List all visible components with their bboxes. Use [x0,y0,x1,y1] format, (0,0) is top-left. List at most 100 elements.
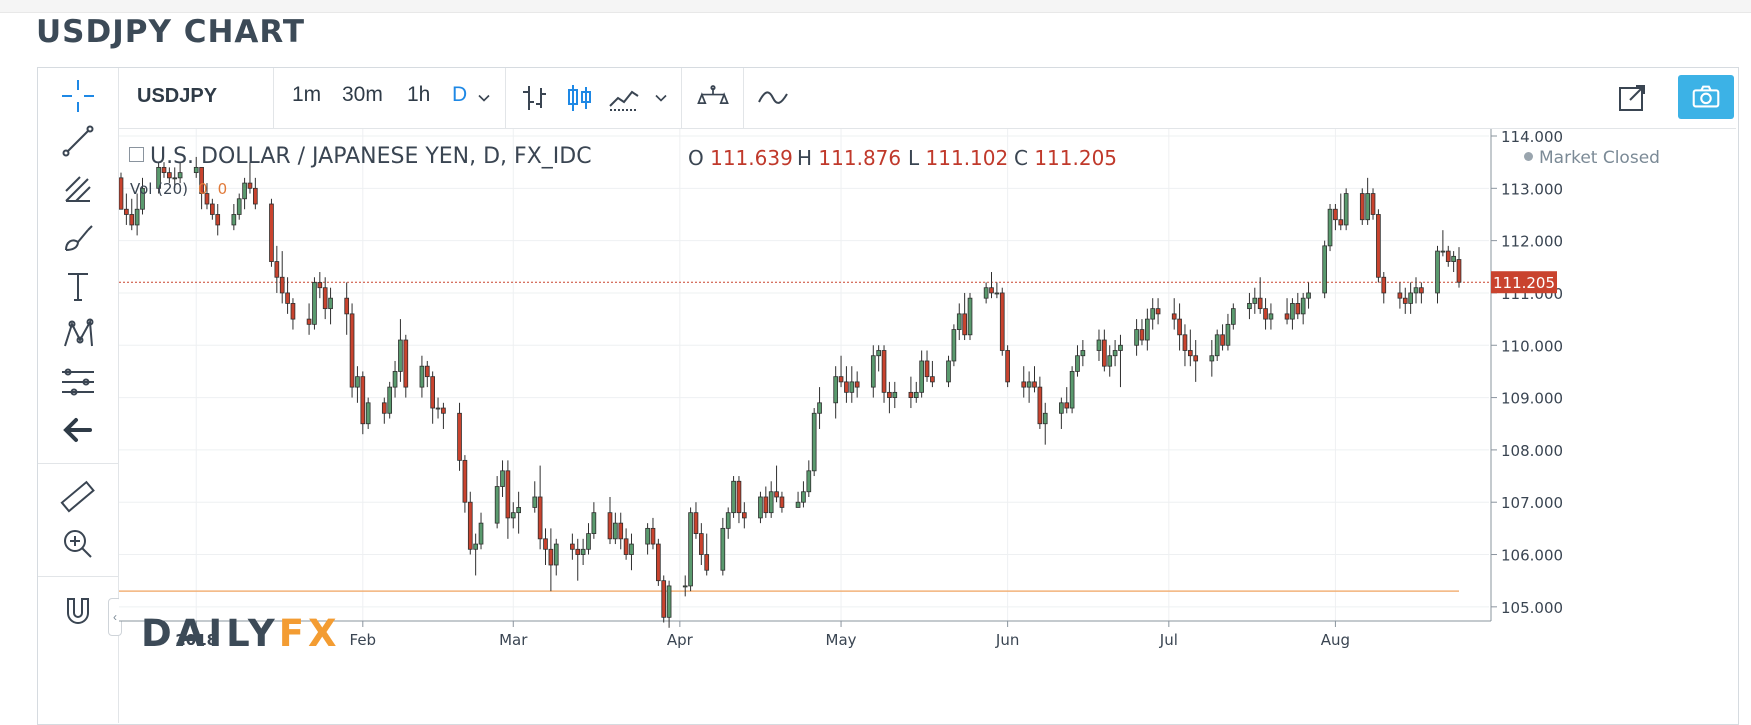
x-tick-label: Apr [667,631,694,649]
candle-body [913,391,919,398]
candle-body [774,491,779,498]
candle-body [575,548,581,555]
series-legend: U.S. DOLLAR / JAPANESE YEN, D, FX_IDC [129,144,592,169]
candle-body [876,350,881,357]
candle-body [548,548,554,566]
candle-body [231,214,237,226]
timeframe-1m[interactable]: 1m [292,83,322,106]
candle-body [795,501,801,508]
indicator-icon[interactable] [755,80,791,116]
candle-body [736,480,742,514]
candle-body [999,292,1005,351]
candlestick-chart[interactable]: 114.000113.000112.000111.000110.000109.0… [119,129,1736,723]
candle-body [844,381,849,393]
candle-body [801,491,806,503]
candle-body [1359,193,1365,221]
candle-body [699,533,704,555]
candle-body [629,543,634,555]
pattern-icon[interactable] [58,314,98,354]
candle-body [199,166,204,194]
candle-body [1225,323,1231,346]
y-tick-label: 108.000 [1501,442,1563,460]
timeframe-1h[interactable]: 1h [407,83,431,106]
candle-body [349,313,355,388]
candle-body [607,512,613,540]
trendline-icon[interactable] [58,121,98,161]
candle-body [1177,318,1182,336]
candle-body [1139,329,1145,341]
candle-body [1112,350,1118,357]
candle-body [731,480,736,514]
candle-body [1451,255,1456,262]
bar-chart-icon[interactable] [517,80,553,116]
candle-body [161,166,167,174]
candle-body [1155,308,1161,315]
collapse-legend-icon[interactable] [129,147,144,162]
camera-icon[interactable] [1678,75,1734,119]
candle-body [919,360,924,393]
magnet-icon[interactable] [58,591,98,631]
fib-icon[interactable] [58,362,98,402]
area-chart-icon[interactable] [606,80,642,116]
candle-body [1306,292,1311,299]
candle-body [887,391,892,398]
candle-body [1300,297,1306,315]
candle-body [645,527,650,545]
candle-body [650,527,656,545]
collapse-toolbar-button[interactable]: ‹ [108,598,122,636]
candle-body [204,193,210,205]
market-status: Market Closed [1524,148,1660,168]
candle-body [317,282,323,289]
candle-body [365,402,371,425]
candle-body [849,381,855,393]
symbol-search[interactable]: USDJPY [137,85,218,107]
candle-body [398,339,403,372]
candle-body [613,522,618,540]
pitchfork-icon[interactable] [58,169,98,209]
crosshair-icon[interactable] [58,76,98,116]
candle-body [1402,297,1408,304]
last-price-label: 111.205 [1493,274,1555,292]
candle-body [134,208,140,226]
candle-body [833,376,839,404]
timeframe-30m[interactable]: 30m [342,83,383,106]
back-arrow-icon[interactable] [58,410,98,450]
timeframe-d[interactable]: D [452,83,468,106]
popout-icon[interactable] [1612,78,1652,118]
candle-body [424,365,430,378]
compare-icon[interactable] [692,80,734,116]
candle-body [387,386,393,414]
candle-body [156,166,161,189]
candle-body [1182,334,1188,351]
candle-body [763,496,769,514]
candle-body [1021,381,1027,388]
chart-pane[interactable]: 114.000 113.000 112.000 111.000 110.000 109.0… [119,129,1736,723]
tool-divider [38,576,118,577]
y-tick-label: 113.000 [1501,180,1563,198]
candle-body [1145,318,1150,341]
text-icon[interactable] [58,266,98,306]
zoom-icon[interactable] [58,524,98,564]
candle-body [946,360,951,383]
candle-body [1150,308,1156,320]
candle-body [811,412,817,472]
candle-body [924,360,930,378]
candle-body [403,339,409,388]
candle-body [516,507,521,514]
candle-body [1037,386,1043,425]
candlestick-icon[interactable] [561,80,597,116]
chevron-down-icon[interactable] [469,80,499,116]
candle-body [1343,193,1349,226]
candle-body [457,412,462,461]
candle-body [172,177,178,180]
ruler-icon[interactable] [58,477,98,517]
candle-body [1408,292,1413,304]
candle-body [656,543,661,582]
candle-body [1263,308,1268,320]
candle-body [962,313,967,336]
candle-body [758,496,763,519]
brush-icon[interactable] [58,218,98,258]
page-title: USDJPY CHART [36,14,306,50]
chevron-down-icon[interactable] [646,80,676,116]
candle-body [177,172,183,179]
